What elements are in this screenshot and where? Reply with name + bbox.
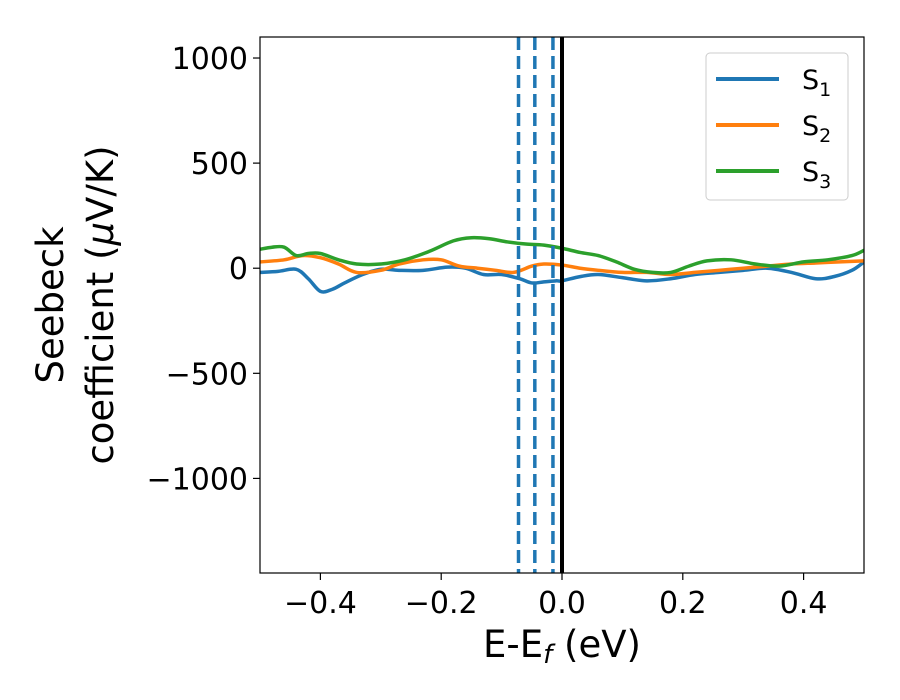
x-tick-label: 0.0 [538,586,586,621]
y-tick-label: 1000 [172,42,248,77]
axis-ticks: −0.4 −0.2 0.0 0.2 0.4 1000 500 0 −500 −1000 [147,42,828,621]
y-tick-label: 0 [229,252,248,287]
series-line-s2 [260,253,864,277]
legend-label-s3: S3 [802,157,831,193]
y-axis-label: Seebeck coefficient (μV/K) [29,145,122,464]
plot-area [260,37,864,573]
y-tick-label: 500 [191,147,248,182]
series-line-s3 [260,235,864,275]
x-tick-label: −0.2 [405,586,478,621]
x-axis-label: E-Ef (eV) [483,623,641,670]
x-tick-label: 0.2 [659,586,707,621]
y-tick-label: −500 [166,357,248,392]
x-tick-label: 0.4 [780,586,828,621]
x-tick-label: −0.4 [284,586,357,621]
y-tick-label: −1000 [147,462,248,497]
legend-label-s1: S1 [802,65,831,101]
legend-label-s2: S2 [802,111,831,147]
legend: S1 S2 S3 [705,52,849,201]
y-axis-label-line2: coefficient (μV/K) [79,145,122,464]
y-axis-label-line1: Seebeck [29,226,72,384]
